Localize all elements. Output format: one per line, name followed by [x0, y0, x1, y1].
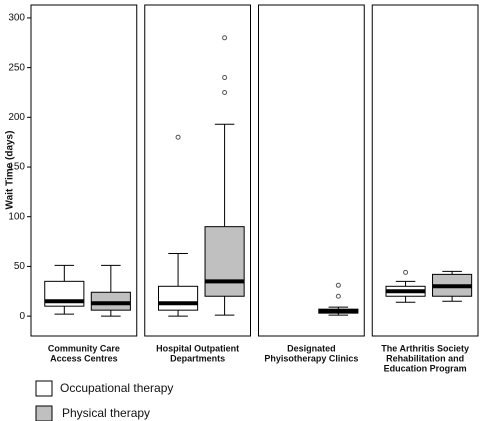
facet-label: Designated	[287, 343, 336, 353]
y-tick-label: 150	[8, 162, 25, 173]
y-tick-label: 250	[8, 62, 25, 73]
outlier	[175, 134, 181, 140]
box	[204, 226, 245, 297]
legend-label: Occupational therapy	[60, 381, 173, 395]
facet-label: Phyisotherapy Clinics	[264, 353, 358, 363]
outlier	[222, 89, 228, 95]
facet-label: Rehabilitation and	[386, 353, 464, 363]
y-tick-label: 50	[14, 261, 26, 272]
facet-label: The Arthritis Society	[381, 343, 469, 353]
facet-label: Hospital Outpatient	[156, 343, 239, 353]
legend-swatch	[35, 405, 53, 421]
panel	[371, 4, 479, 337]
panel	[144, 4, 251, 337]
outlier	[222, 75, 228, 81]
legend-swatch	[35, 380, 53, 397]
legend-label: Physical therapy	[62, 406, 150, 420]
panel	[30, 4, 138, 337]
box	[157, 285, 199, 311]
y-tick-label: 200	[8, 112, 25, 123]
panel	[258, 4, 365, 337]
outlier	[403, 269, 409, 275]
y-tick-label: 100	[8, 211, 25, 222]
facet-label: Community Care	[48, 343, 120, 353]
y-tick-label: 0	[19, 311, 25, 322]
y-tick-label: 300	[8, 13, 25, 24]
y-axis-label: Wait Time (days)	[5, 131, 16, 210]
outlier	[335, 293, 341, 299]
facet-label: Access Centres	[50, 353, 118, 363]
facet-label: Departments	[170, 353, 225, 363]
facet-label: Education Program	[384, 363, 467, 373]
outlier	[222, 35, 228, 41]
outlier	[335, 282, 341, 288]
